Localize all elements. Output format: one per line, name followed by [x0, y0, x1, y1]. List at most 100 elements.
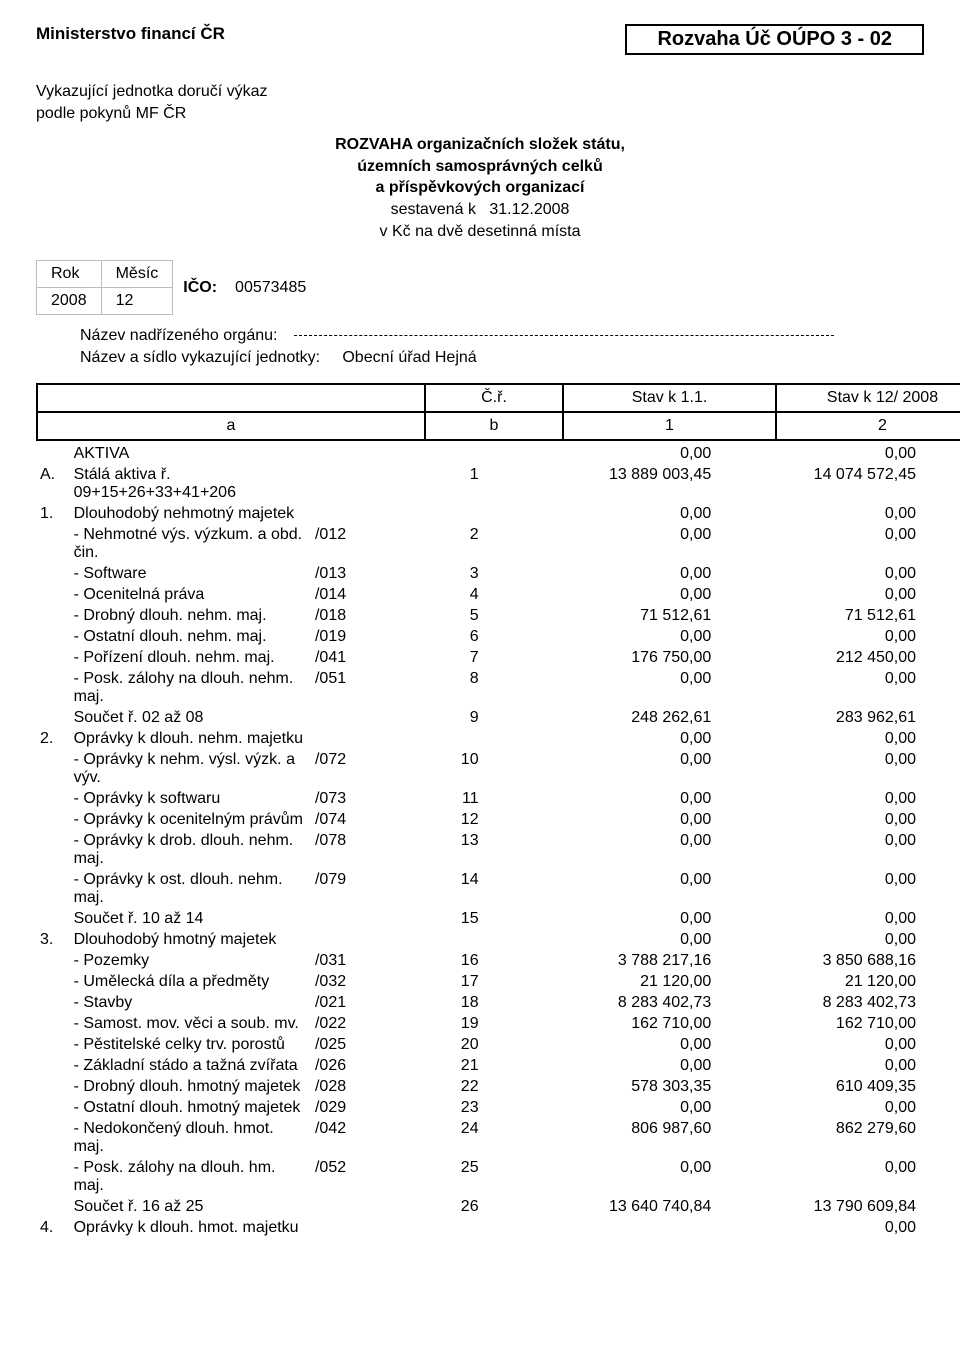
- row-value-1: 162 710,00: [515, 1013, 720, 1034]
- row-value-2: 862 279,60: [719, 1118, 924, 1157]
- table-row: - Pořízení dlouh. nehm. maj./0417176 750…: [36, 647, 924, 668]
- meta-row: Rok Měsíc 2008 12 IČO: 00573485: [36, 260, 924, 315]
- table-row: - Ostatní dlouh. hmotný majetek/029230,0…: [36, 1097, 924, 1118]
- table-row: - Pozemky/031163 788 217,163 850 688,16: [36, 950, 924, 971]
- row-label: - Posk. zálohy na dlouh. nehm. maj.: [70, 668, 311, 707]
- reporter-line-1: Vykazující jednotka doručí výkaz: [36, 81, 924, 103]
- row-value-2: 0,00: [719, 728, 924, 749]
- superior-label: Název nadřízeného orgánu:: [80, 327, 277, 344]
- row-value-2: 0,00: [719, 503, 924, 524]
- row-code: /012: [311, 524, 410, 563]
- row-line-number: [410, 1217, 515, 1238]
- row-value-1: 0,00: [515, 908, 720, 929]
- row-code: [311, 908, 410, 929]
- table-row: - Software/01330,000,00: [36, 563, 924, 584]
- row-label: - Drobný dlouh. nehm. maj.: [70, 605, 311, 626]
- row-code: [311, 1196, 410, 1217]
- row-value-2: 0,00: [719, 749, 924, 788]
- row-code: /022: [311, 1013, 410, 1034]
- table-row: - Oprávky k nehm. výsl. výzk. a výv./072…: [36, 749, 924, 788]
- row-value-1: 248 262,61: [515, 707, 720, 728]
- row-value-1: 13 640 740,84: [515, 1196, 720, 1217]
- table-row: - Nehmotné výs. výzkum. a obd. čin./0122…: [36, 524, 924, 563]
- row-number: [36, 1157, 70, 1196]
- row-line-number: 19: [410, 1013, 515, 1034]
- row-code: [311, 503, 410, 524]
- table-row: - Drobný dlouh. hmotný majetek/02822578 …: [36, 1076, 924, 1097]
- table-row: 4.Oprávky k dlouh. hmot. majetku0,00: [36, 1217, 924, 1238]
- row-label: - Ocenitelná práva: [70, 584, 311, 605]
- row-code: /078: [311, 830, 410, 869]
- row-label: Součet ř. 16 až 25: [70, 1196, 311, 1217]
- table-row: - Nedokončený dlouh. hmot. maj./04224806…: [36, 1118, 924, 1157]
- row-code: /028: [311, 1076, 410, 1097]
- row-value-1: 0,00: [515, 869, 720, 908]
- row-number: [36, 584, 70, 605]
- center-line-1: ROZVAHA organizačních složek státu,: [36, 134, 924, 156]
- data-table: AKTIVA0,000,00A.Stálá aktiva ř. 09+15+26…: [36, 443, 924, 1238]
- row-value-1: 578 303,35: [515, 1076, 720, 1097]
- row-number: [36, 1055, 70, 1076]
- row-value-2: 610 409,35: [719, 1076, 924, 1097]
- row-number: [36, 1034, 70, 1055]
- row-value-2: 21 120,00: [719, 971, 924, 992]
- row-number: [36, 950, 70, 971]
- period-table: Rok Měsíc 2008 12: [36, 260, 173, 315]
- row-value-2: 0,00: [719, 809, 924, 830]
- row-line-number: 13: [410, 830, 515, 869]
- row-number: 1.: [36, 503, 70, 524]
- row-value-1: 0,00: [515, 443, 720, 464]
- row-label: - Ostatní dlouh. nehm. maj.: [70, 626, 311, 647]
- row-label: - Oprávky k softwaru: [70, 788, 311, 809]
- row-value-1: 0,00: [515, 1097, 720, 1118]
- row-code: /042: [311, 1118, 410, 1157]
- row-label: Oprávky k dlouh. hmot. majetku: [70, 1217, 311, 1238]
- row-label: Stálá aktiva ř. 09+15+26+33+41+206: [70, 464, 311, 503]
- table-row: - Samost. mov. věci a soub. mv./02219162…: [36, 1013, 924, 1034]
- row-value-1: 0,00: [515, 584, 720, 605]
- row-value-2: 0,00: [719, 1097, 924, 1118]
- row-line-number: 21: [410, 1055, 515, 1076]
- row-line-number: 9: [410, 707, 515, 728]
- row-label: - Nehmotné výs. výzkum. a obd. čin.: [70, 524, 311, 563]
- row-line-number: 17: [410, 971, 515, 992]
- row-label: Oprávky k dlouh. nehm. majetku: [70, 728, 311, 749]
- row-value-1: 0,00: [515, 626, 720, 647]
- row-value-1: 0,00: [515, 1034, 720, 1055]
- row-number: [36, 809, 70, 830]
- center-line-3: a příspěvkových organizací: [36, 177, 924, 199]
- table-row: - Ocenitelná práva/01440,000,00: [36, 584, 924, 605]
- row-line-number: 8: [410, 668, 515, 707]
- row-number: 4.: [36, 1217, 70, 1238]
- table-row: A.Stálá aktiva ř. 09+15+26+33+41+206113 …: [36, 464, 924, 503]
- table-row: - Oprávky k drob. dlouh. nehm. maj./0781…: [36, 830, 924, 869]
- row-number: [36, 1196, 70, 1217]
- row-number: 2.: [36, 728, 70, 749]
- row-value-2: 0,00: [719, 830, 924, 869]
- row-value-1: 0,00: [515, 788, 720, 809]
- row-value-2: 13 790 609,84: [719, 1196, 924, 1217]
- row-line-number: 7: [410, 647, 515, 668]
- row-code: /079: [311, 869, 410, 908]
- table-row: 1.Dlouhodobý nehmotný majetek0,000,00: [36, 503, 924, 524]
- row-value-2: 0,00: [719, 563, 924, 584]
- row-value-1: 0,00: [515, 809, 720, 830]
- document-title: Rozvaha Úč OÚPO 3 - 02: [625, 24, 924, 55]
- row-label: Součet ř. 02 až 08: [70, 707, 311, 728]
- row-number: [36, 1118, 70, 1157]
- row-line-number: 20: [410, 1034, 515, 1055]
- center-heading: ROZVAHA organizačních složek státu, územ…: [36, 134, 924, 242]
- table-row: 2.Oprávky k dlouh. nehm. majetku0,000,00: [36, 728, 924, 749]
- row-line-number: 24: [410, 1118, 515, 1157]
- row-value-2: 162 710,00: [719, 1013, 924, 1034]
- row-code: /031: [311, 950, 410, 971]
- row-line-number: 18: [410, 992, 515, 1013]
- row-line-number: [410, 503, 515, 524]
- row-code: /021: [311, 992, 410, 1013]
- table-row: - Oprávky k ocenitelným právům/074120,00…: [36, 809, 924, 830]
- row-value-1: 0,00: [515, 563, 720, 584]
- row-value-2: 0,00: [719, 668, 924, 707]
- table-row: - Ostatní dlouh. nehm. maj./01960,000,00: [36, 626, 924, 647]
- row-label: Součet ř. 10 až 14: [70, 908, 311, 929]
- row-label: - Pěstitelské celky trv. porostů: [70, 1034, 311, 1055]
